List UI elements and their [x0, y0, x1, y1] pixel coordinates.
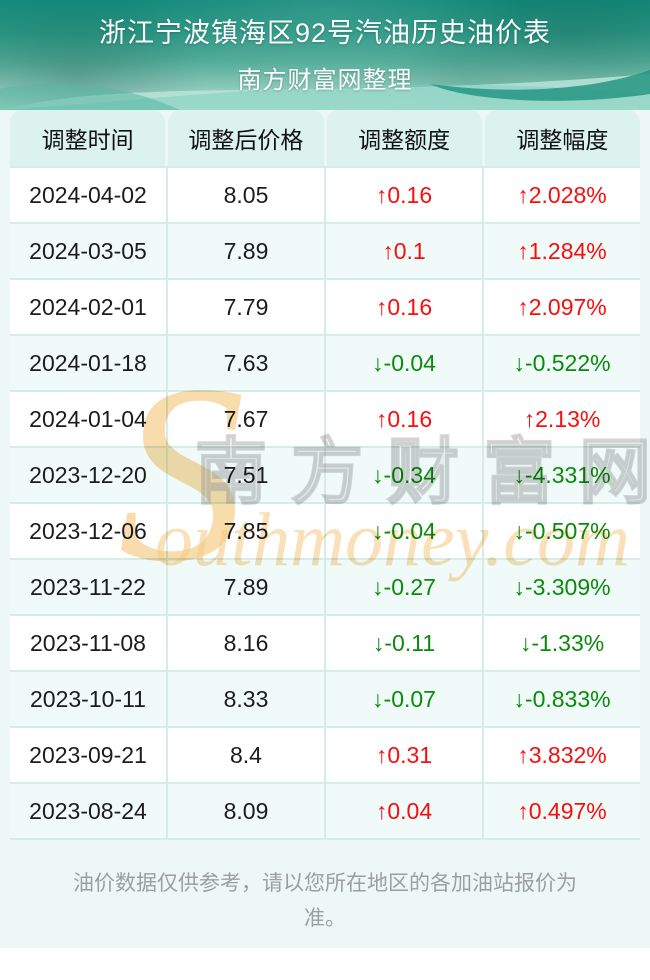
cell-change: ↓-0.07	[324, 670, 482, 726]
cell-date: 2023-10-11	[10, 670, 166, 726]
table-row: 2023-11-08 8.16 ↓-0.11 ↓-1.33%	[10, 614, 640, 670]
bottom-strip	[0, 948, 650, 980]
cell-price: 7.89	[166, 222, 324, 278]
price-table: 调整时间 调整后价格 调整额度 调整幅度 2024-04-02 8.05 ↑0.…	[10, 110, 640, 838]
table-row: 2024-02-01 7.79 ↑0.16 ↑2.097%	[10, 278, 640, 334]
cell-date: 2023-12-20	[10, 446, 166, 502]
content-area: 调整时间 调整后价格 调整额度 调整幅度 2024-04-02 8.05 ↑0.…	[0, 110, 650, 948]
table-row: 2023-12-20 7.51 ↓-0.34 ↓-4.331%	[10, 446, 640, 502]
cell-date: 2023-12-06	[10, 502, 166, 558]
cell-percent: ↓-0.507%	[482, 502, 640, 558]
table-row: 2024-04-02 8.05 ↑0.16 ↑2.028%	[10, 166, 640, 222]
cell-percent: ↓-1.33%	[482, 614, 640, 670]
column-header-adjust-amount: 调整额度	[326, 110, 482, 166]
cell-percent: ↑3.832%	[482, 726, 640, 782]
cell-change: ↑0.1	[324, 222, 482, 278]
cell-date: 2023-08-24	[10, 782, 166, 838]
column-header-adjust-time: 调整时间	[10, 110, 166, 166]
cell-change: ↓-0.11	[324, 614, 482, 670]
table-row: 2023-08-24 8.09 ↑0.04 ↑0.497%	[10, 782, 640, 838]
table-row: 2023-09-21 8.4 ↑0.31 ↑3.832%	[10, 726, 640, 782]
cell-date: 2023-11-22	[10, 558, 166, 614]
cell-date: 2024-01-04	[10, 390, 166, 446]
disclaimer-text: 油价数据仅供参考，请以您所在地区的各加油站报价为准。	[73, 872, 577, 930]
cell-change: ↑0.16	[324, 166, 482, 222]
table-row: 2024-03-05 7.89 ↑0.1 ↑1.284%	[10, 222, 640, 278]
table-row: 2023-10-11 8.33 ↓-0.07 ↓-0.833%	[10, 670, 640, 726]
cell-change: ↓-0.04	[324, 502, 482, 558]
table-row: 2024-01-18 7.63 ↓-0.04 ↓-0.522%	[10, 334, 640, 390]
cell-price: 7.67	[166, 390, 324, 446]
cell-change: ↑0.16	[324, 390, 482, 446]
table-row: 2023-12-06 7.85 ↓-0.04 ↓-0.507%	[10, 502, 640, 558]
page-subtitle: 南方财富网整理	[237, 67, 413, 94]
wave-decoration	[0, 70, 650, 110]
cell-date: 2024-04-02	[10, 166, 166, 222]
cell-price: 7.89	[166, 558, 324, 614]
table-header-row: 调整时间 调整后价格 调整额度 调整幅度	[10, 110, 640, 166]
table-row: 2023-11-22 7.89 ↓-0.27 ↓-3.309%	[10, 558, 640, 614]
cell-change: ↓-0.04	[324, 334, 482, 390]
cell-price: 8.4	[166, 726, 324, 782]
cell-change: ↑0.31	[324, 726, 482, 782]
cell-change: ↑0.16	[324, 278, 482, 334]
cell-percent: ↓-0.833%	[482, 670, 640, 726]
cell-price: 8.09	[166, 782, 324, 838]
cell-price: 7.79	[166, 278, 324, 334]
cell-price: 8.16	[166, 614, 324, 670]
column-header-price-after: 调整后价格	[168, 110, 324, 166]
cell-percent: ↑2.097%	[482, 278, 640, 334]
cell-percent: ↑0.497%	[482, 782, 640, 838]
cell-price: 7.85	[166, 502, 324, 558]
cell-price: 7.51	[166, 446, 324, 502]
cell-percent: ↑1.284%	[482, 222, 640, 278]
cell-percent: ↑2.13%	[482, 390, 640, 446]
column-header-adjust-rate: 调整幅度	[484, 110, 640, 166]
cell-change: ↓-0.34	[324, 446, 482, 502]
table-row: 2024-01-04 7.67 ↑0.16 ↑2.13%	[10, 390, 640, 446]
cell-date: 2024-02-01	[10, 278, 166, 334]
cell-change: ↑0.04	[324, 782, 482, 838]
cell-date: 2024-01-18	[10, 334, 166, 390]
header-banner: 浙江宁波镇海区92号汽油历史油价表 南方财富网整理	[0, 0, 650, 110]
cell-price: 8.05	[166, 166, 324, 222]
cell-percent: ↓-0.522%	[482, 334, 640, 390]
cell-percent: ↑2.028%	[482, 166, 640, 222]
cell-percent: ↓-3.309%	[482, 558, 640, 614]
page-title: 浙江宁波镇海区92号汽油历史油价表	[98, 18, 552, 48]
cell-percent: ↓-4.331%	[482, 446, 640, 502]
cell-price: 8.33	[166, 670, 324, 726]
cell-change: ↓-0.27	[324, 558, 482, 614]
cell-date: 2024-03-05	[10, 222, 166, 278]
table-body: 2024-04-02 8.05 ↑0.16 ↑2.028% 2024-03-05…	[10, 166, 640, 838]
cell-price: 7.63	[166, 334, 324, 390]
cell-date: 2023-09-21	[10, 726, 166, 782]
cell-date: 2023-11-08	[10, 614, 166, 670]
